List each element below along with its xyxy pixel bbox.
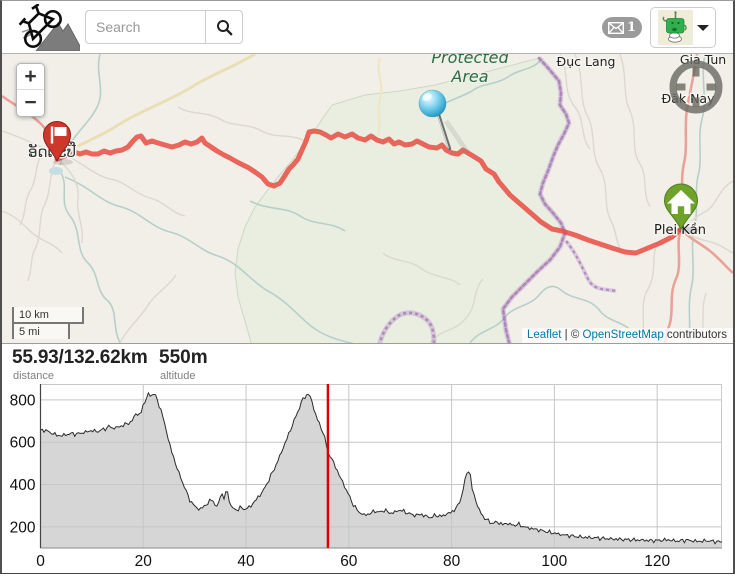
route-line[interactable] — [54, 128, 684, 256]
messages-badge[interactable]: 1 — [602, 17, 643, 38]
altitude-label: altitude — [160, 370, 196, 382]
yellow-road — [63, 54, 256, 155]
minor-roads — [2, 54, 733, 343]
y-tick-label: 400 — [10, 477, 36, 494]
leaflet-link[interactable]: Leaflet — [526, 329, 562, 341]
x-tick-label: 40 — [237, 553, 255, 570]
blue-pushpin-marker[interactable] — [418, 89, 471, 155]
flag-pole-icon — [50, 126, 54, 144]
top-navbar: 1 — [2, 1, 733, 54]
y-tick-label: 800 — [10, 392, 36, 409]
altitude-value: 550m — [159, 347, 208, 368]
flag-icon — [54, 127, 67, 136]
map-label-area: Area — [450, 67, 488, 86]
scale-mi: 5 mi — [12, 321, 70, 339]
messages-count: 1 — [627, 20, 637, 35]
attribution-separator: | © — [561, 329, 583, 341]
x-tick-label: 60 — [340, 553, 358, 570]
x-tick-label: 120 — [644, 553, 670, 570]
x-tick-label: 100 — [541, 553, 567, 570]
magnifier-icon — [216, 19, 232, 35]
zoom-control: + − — [16, 63, 45, 117]
green-home-marker[interactable] — [663, 183, 700, 234]
route-map[interactable]: ອັດຕະປື Đục Lang Gia Tun Đăk Nay Plei Kầ… — [2, 54, 733, 343]
map-label-plei-kan: Plei Kần — [654, 223, 706, 238]
water-patch — [49, 167, 63, 175]
home-icon — [667, 190, 695, 214]
red-flag-marker[interactable] — [42, 121, 74, 166]
bike-mountain-logo[interactable] — [18, 4, 80, 51]
x-tick-label: 80 — [443, 553, 461, 570]
caret-down-icon — [696, 24, 709, 31]
openstreetmap-link[interactable]: OpenStreetMap — [582, 329, 664, 341]
distance-label: distance — [13, 370, 54, 382]
compass-icon[interactable] — [665, 56, 727, 118]
y-tick-label: 600 — [10, 435, 36, 452]
scale-control: 10 km 5 mi — [12, 306, 84, 339]
elevation-chart[interactable]: 200 400 600 800 0 20 40 60 80 100 120 — [2, 384, 733, 573]
y-tick-label: 200 — [10, 519, 36, 536]
x-tick-label: 20 — [135, 553, 153, 570]
map-canvas: ອັດຕະປື Đục Lang Gia Tun Đăk Nay Plei Kầ… — [2, 54, 733, 343]
map-attribution: Leaflet | © OpenStreetMap contributors — [521, 328, 733, 343]
user-avatar — [657, 10, 693, 45]
search-button[interactable] — [205, 10, 243, 44]
map-label-protected: Protected — [431, 54, 509, 67]
search-input[interactable] — [85, 10, 205, 44]
envelope-icon — [608, 21, 624, 34]
elevation-chart-canvas: 200 400 600 800 0 20 40 60 80 100 120 — [10, 384, 723, 570]
readout-row: 55.93/132.62km 550m distance altitude — [2, 344, 733, 384]
elevation-panel: 55.93/132.62km 550m distance altitude 20… — [2, 343, 733, 573]
zoom-in-button[interactable]: + — [17, 64, 44, 90]
x-tick-label: 0 — [36, 553, 45, 570]
user-menu-button[interactable] — [650, 7, 716, 48]
yellow-road-2 — [376, 57, 383, 136]
search-group — [85, 10, 243, 44]
zoom-out-button[interactable]: − — [17, 90, 44, 116]
distance-value: 55.93/132.62km — [12, 347, 148, 368]
purple-boundary — [377, 56, 617, 343]
attribution-suffix: contributors — [663, 329, 727, 341]
map-label-duc-lang: Đục Lang — [557, 54, 616, 69]
